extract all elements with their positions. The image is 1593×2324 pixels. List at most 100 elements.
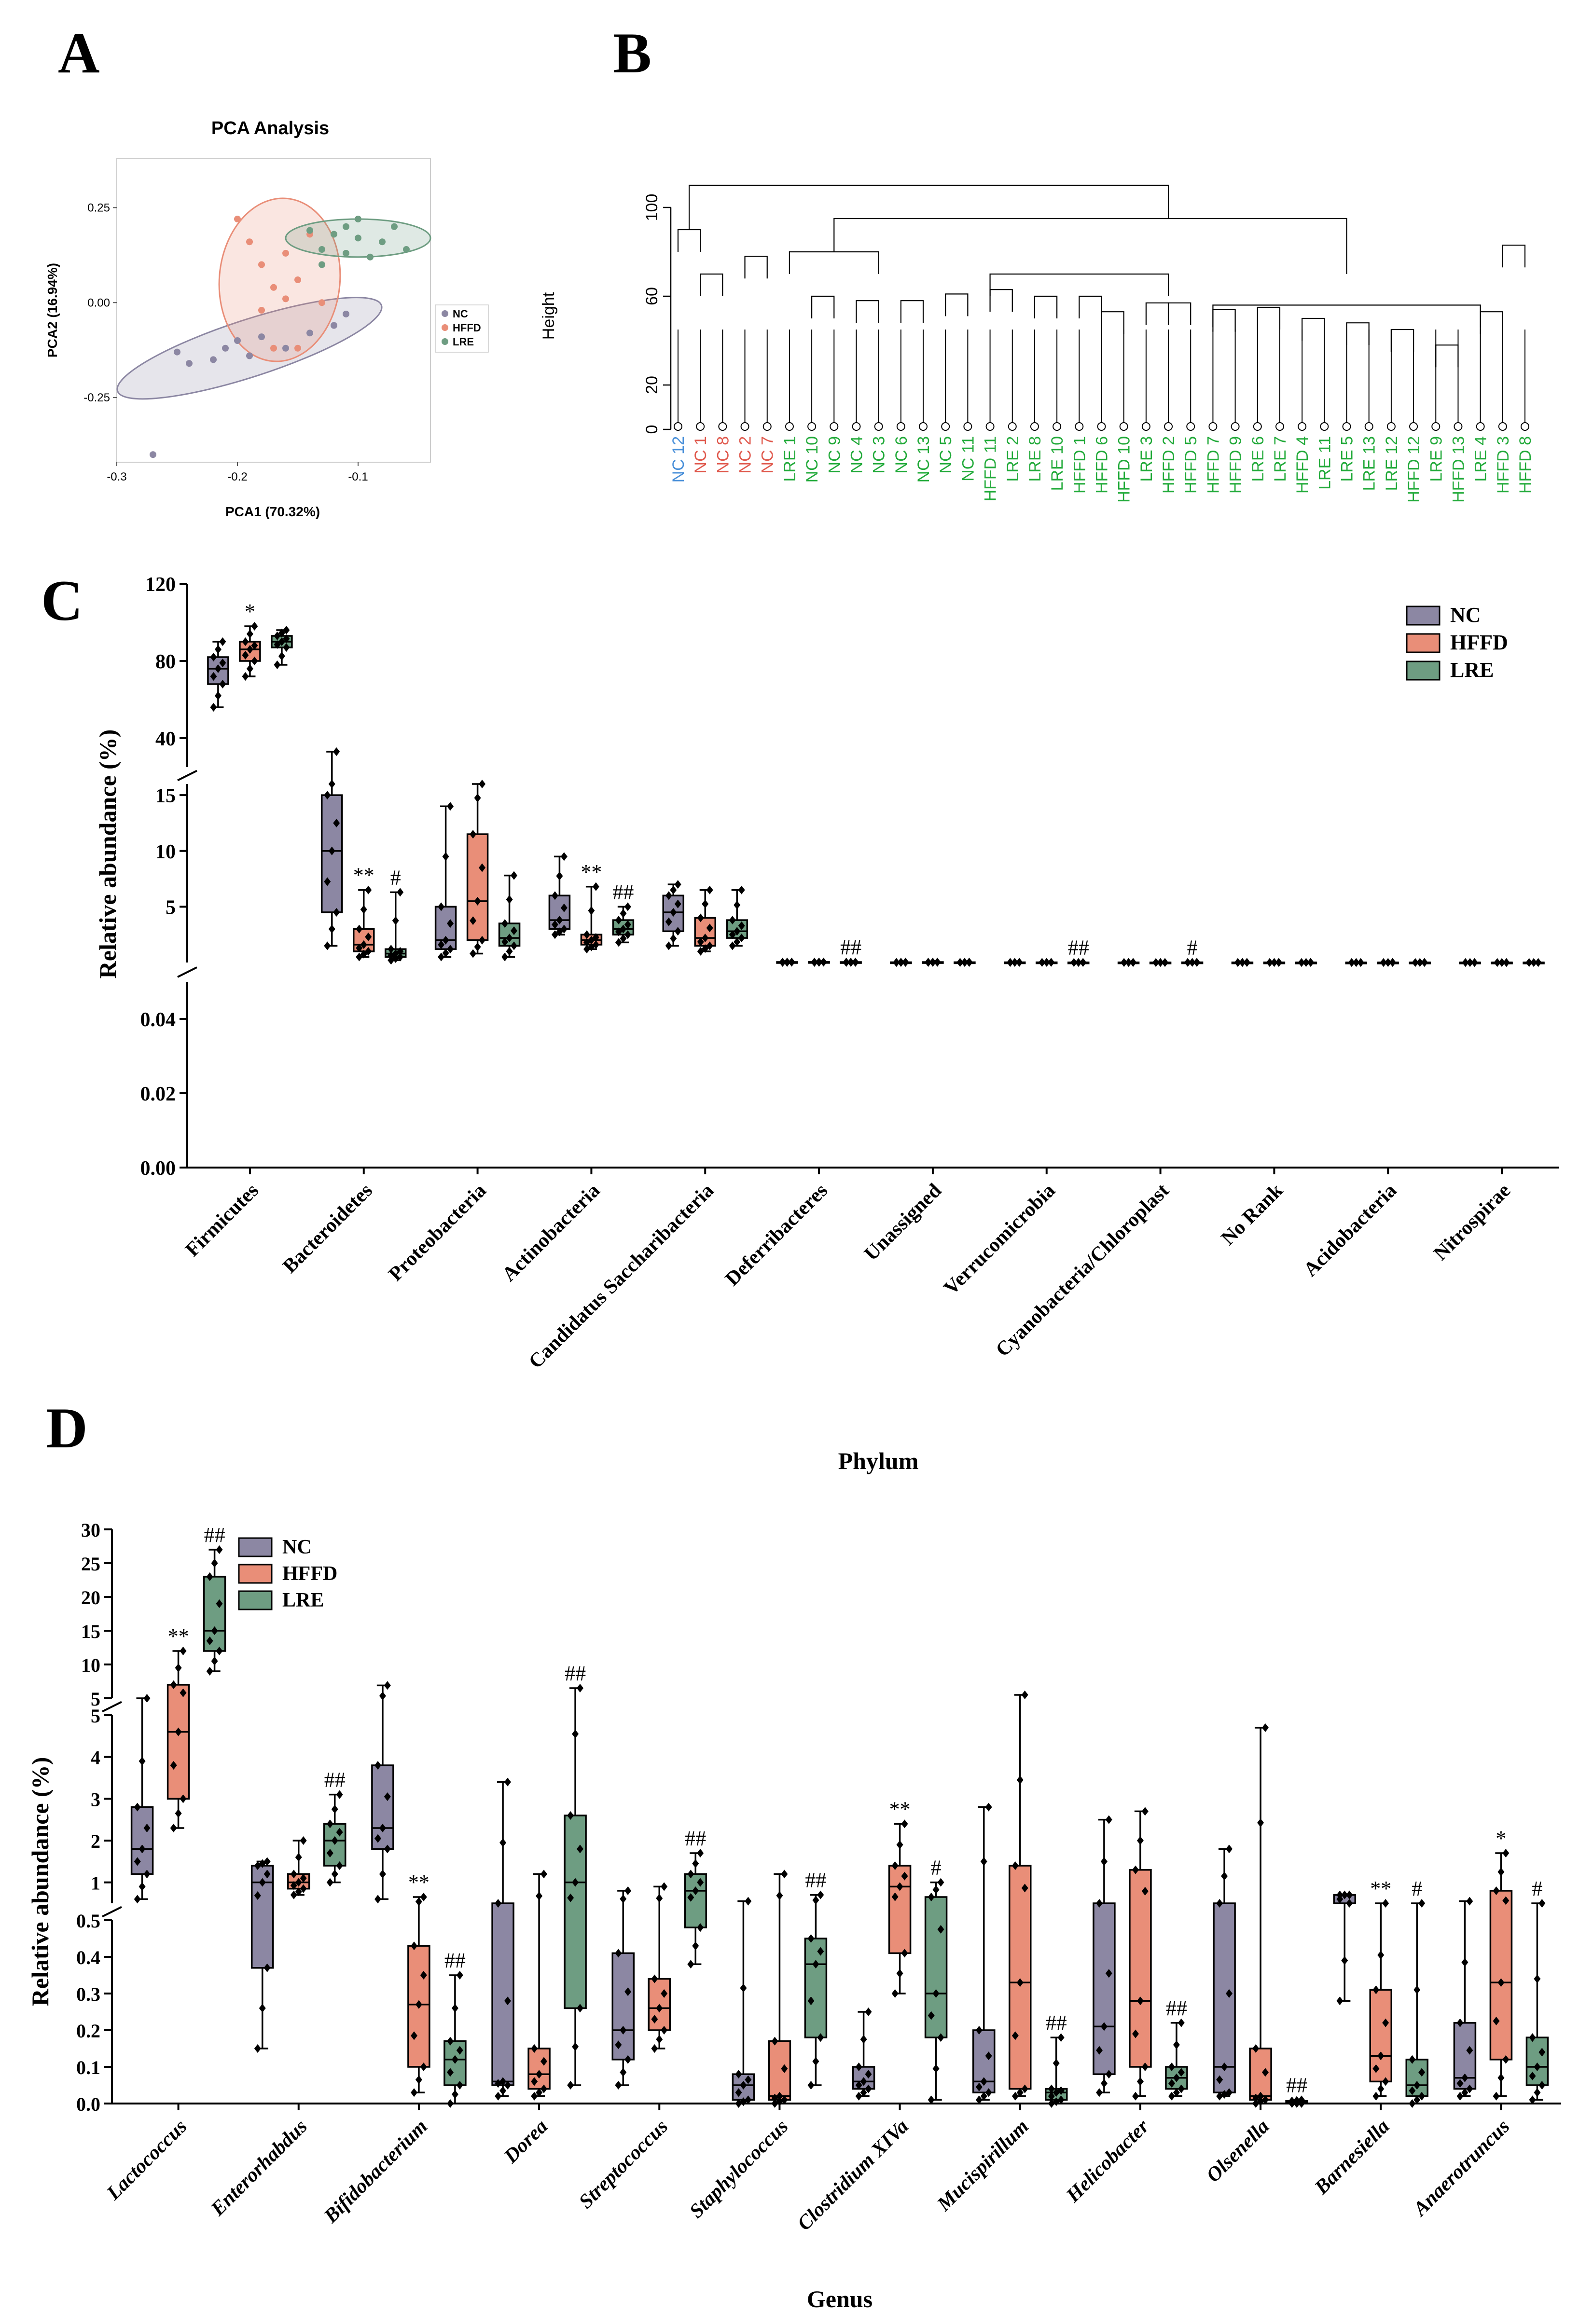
x-tick-label: Olsenella bbox=[1202, 2116, 1274, 2187]
dendrogram-leaf-node bbox=[1053, 422, 1062, 431]
dendrogram-leaf-node bbox=[1498, 422, 1507, 431]
pca-point-hffd bbox=[319, 299, 325, 306]
box-hffd bbox=[768, 2040, 791, 2101]
data-point-nc bbox=[551, 920, 558, 929]
dendrogram-leaf-label: LRE 9 bbox=[1427, 436, 1445, 482]
pca-point-lre bbox=[403, 246, 410, 253]
data-point-nc bbox=[551, 891, 558, 900]
data-point-lre bbox=[392, 916, 399, 925]
data-point-nc bbox=[495, 2091, 502, 2101]
data-point-nc bbox=[1239, 958, 1246, 967]
data-point-hffd bbox=[896, 1882, 903, 1891]
dendrogram-leaf-node bbox=[941, 422, 950, 431]
pca-point-nc bbox=[186, 360, 193, 367]
pca-point-lre bbox=[319, 246, 325, 253]
data-point-hffd bbox=[474, 896, 481, 906]
dendrogram-leaf-label: NC 13 bbox=[914, 436, 933, 482]
significance-marker: ## bbox=[565, 1662, 586, 1685]
data-point-hffd bbox=[1141, 2063, 1149, 2071]
dendrogram-leaf-label: HFFD 1 bbox=[1070, 436, 1089, 494]
data-point-nc bbox=[134, 1857, 141, 1866]
data-point-lre bbox=[1070, 958, 1078, 967]
x-tick-label: Mucispirillum bbox=[933, 2116, 1033, 2216]
data-point-hffd bbox=[1011, 2091, 1019, 2101]
data-point-hffd bbox=[290, 1881, 297, 1890]
data-point-hffd bbox=[656, 1894, 663, 1903]
data-point-hffd bbox=[246, 630, 253, 638]
data-point-nc bbox=[674, 927, 681, 936]
data-point-nc bbox=[674, 899, 681, 908]
data-point-nc bbox=[1466, 2046, 1473, 2055]
data-point-hffd bbox=[365, 947, 372, 956]
genus-x-axis-label: Genus bbox=[807, 2285, 873, 2312]
data-point-nc bbox=[560, 924, 568, 934]
legend-swatch-nc bbox=[1406, 605, 1441, 626]
pca-point-lre bbox=[319, 261, 325, 268]
pca-legend-marker-nc bbox=[442, 310, 448, 317]
data-point-nc bbox=[139, 1757, 146, 1766]
pca-point-hffd bbox=[282, 295, 289, 303]
data-point-lre bbox=[283, 626, 290, 634]
data-point-hffd bbox=[1372, 1985, 1380, 1994]
data-point-lre bbox=[966, 957, 973, 966]
legend-swatch-hffd bbox=[238, 1564, 273, 1584]
data-point-lre bbox=[576, 1844, 583, 1854]
data-point-nc bbox=[214, 664, 222, 673]
data-point-nc bbox=[670, 934, 677, 943]
data-point-lre bbox=[1413, 1985, 1421, 1994]
data-point-lre bbox=[1080, 958, 1087, 967]
data-point-hffd bbox=[706, 885, 713, 894]
data-point-hffd bbox=[170, 1824, 177, 1832]
data-point-hffd bbox=[356, 943, 363, 952]
dendrogram-branch bbox=[1145, 302, 1169, 325]
data-point-nc bbox=[624, 1886, 632, 1895]
data-point-hffd bbox=[242, 637, 249, 646]
dendrogram-branch bbox=[811, 295, 835, 318]
data-point-hffd bbox=[1497, 1868, 1505, 1876]
data-point-nc bbox=[438, 952, 445, 962]
data-point-lre bbox=[1173, 2073, 1180, 2082]
data-point-hffd bbox=[661, 2026, 668, 2035]
dendrogram-branch bbox=[1212, 309, 1236, 332]
data-point-lre bbox=[1409, 2055, 1416, 2064]
pca-point-lre bbox=[379, 238, 386, 246]
data-point-lre bbox=[283, 634, 290, 643]
data-point-lre bbox=[331, 1836, 338, 1845]
dendrogram-leaf-label: NC 3 bbox=[870, 436, 888, 473]
dendrogram-leaf-label: NC 9 bbox=[825, 436, 844, 473]
dendrogram-leaf-label: LRE 5 bbox=[1338, 436, 1357, 482]
data-point-nc bbox=[447, 919, 454, 928]
dendrogram-leaf-label: NC 8 bbox=[714, 436, 732, 473]
box-hffd bbox=[166, 1684, 190, 1800]
data-point-nc bbox=[442, 852, 449, 861]
data-point-nc bbox=[665, 941, 672, 950]
data-point-hffd bbox=[251, 622, 258, 631]
data-point-lre bbox=[274, 660, 281, 669]
dendrogram-leaf-node bbox=[807, 422, 817, 431]
data-point-lre bbox=[807, 2081, 815, 2090]
dendrogram-leaf-node bbox=[1409, 422, 1418, 431]
data-point-hffd bbox=[1261, 2068, 1269, 2077]
dendrogram-leaf-label: LRE 12 bbox=[1383, 436, 1401, 491]
dendrogram-tree bbox=[674, 184, 1529, 431]
data-point-hffd bbox=[901, 1819, 908, 1829]
data-point-lre bbox=[937, 1878, 944, 1887]
data-point-lre bbox=[216, 1599, 223, 1608]
data-point-lre bbox=[1057, 2033, 1065, 2042]
dendrogram-leaf-label: LRE 10 bbox=[1048, 436, 1067, 491]
data-point-lre bbox=[1173, 2088, 1180, 2097]
pca-point-hffd bbox=[270, 344, 277, 352]
data-point-lre bbox=[1534, 2063, 1541, 2071]
data-point-hffd bbox=[697, 913, 704, 922]
data-point-nc bbox=[1011, 958, 1018, 967]
data-point-lre bbox=[1298, 2095, 1305, 2104]
x-tick-label: Clostridium XIVa bbox=[793, 2116, 913, 2235]
data-point-lre bbox=[331, 1805, 338, 1814]
data-point-hffd bbox=[415, 2000, 422, 2009]
genus-plot-area: 0.0 0.1 0.2 0.3 0.4 0.5 1 2 3 4 55 10 15 20 25 30 Lactoc… bbox=[76, 1519, 1561, 2235]
data-point-hffd bbox=[592, 882, 599, 891]
data-point-lre bbox=[1168, 2063, 1176, 2071]
dendrogram-leaf-label: LRE 8 bbox=[1026, 436, 1044, 482]
y-tick-label: 15 bbox=[155, 785, 176, 807]
data-point-lre bbox=[506, 934, 513, 943]
